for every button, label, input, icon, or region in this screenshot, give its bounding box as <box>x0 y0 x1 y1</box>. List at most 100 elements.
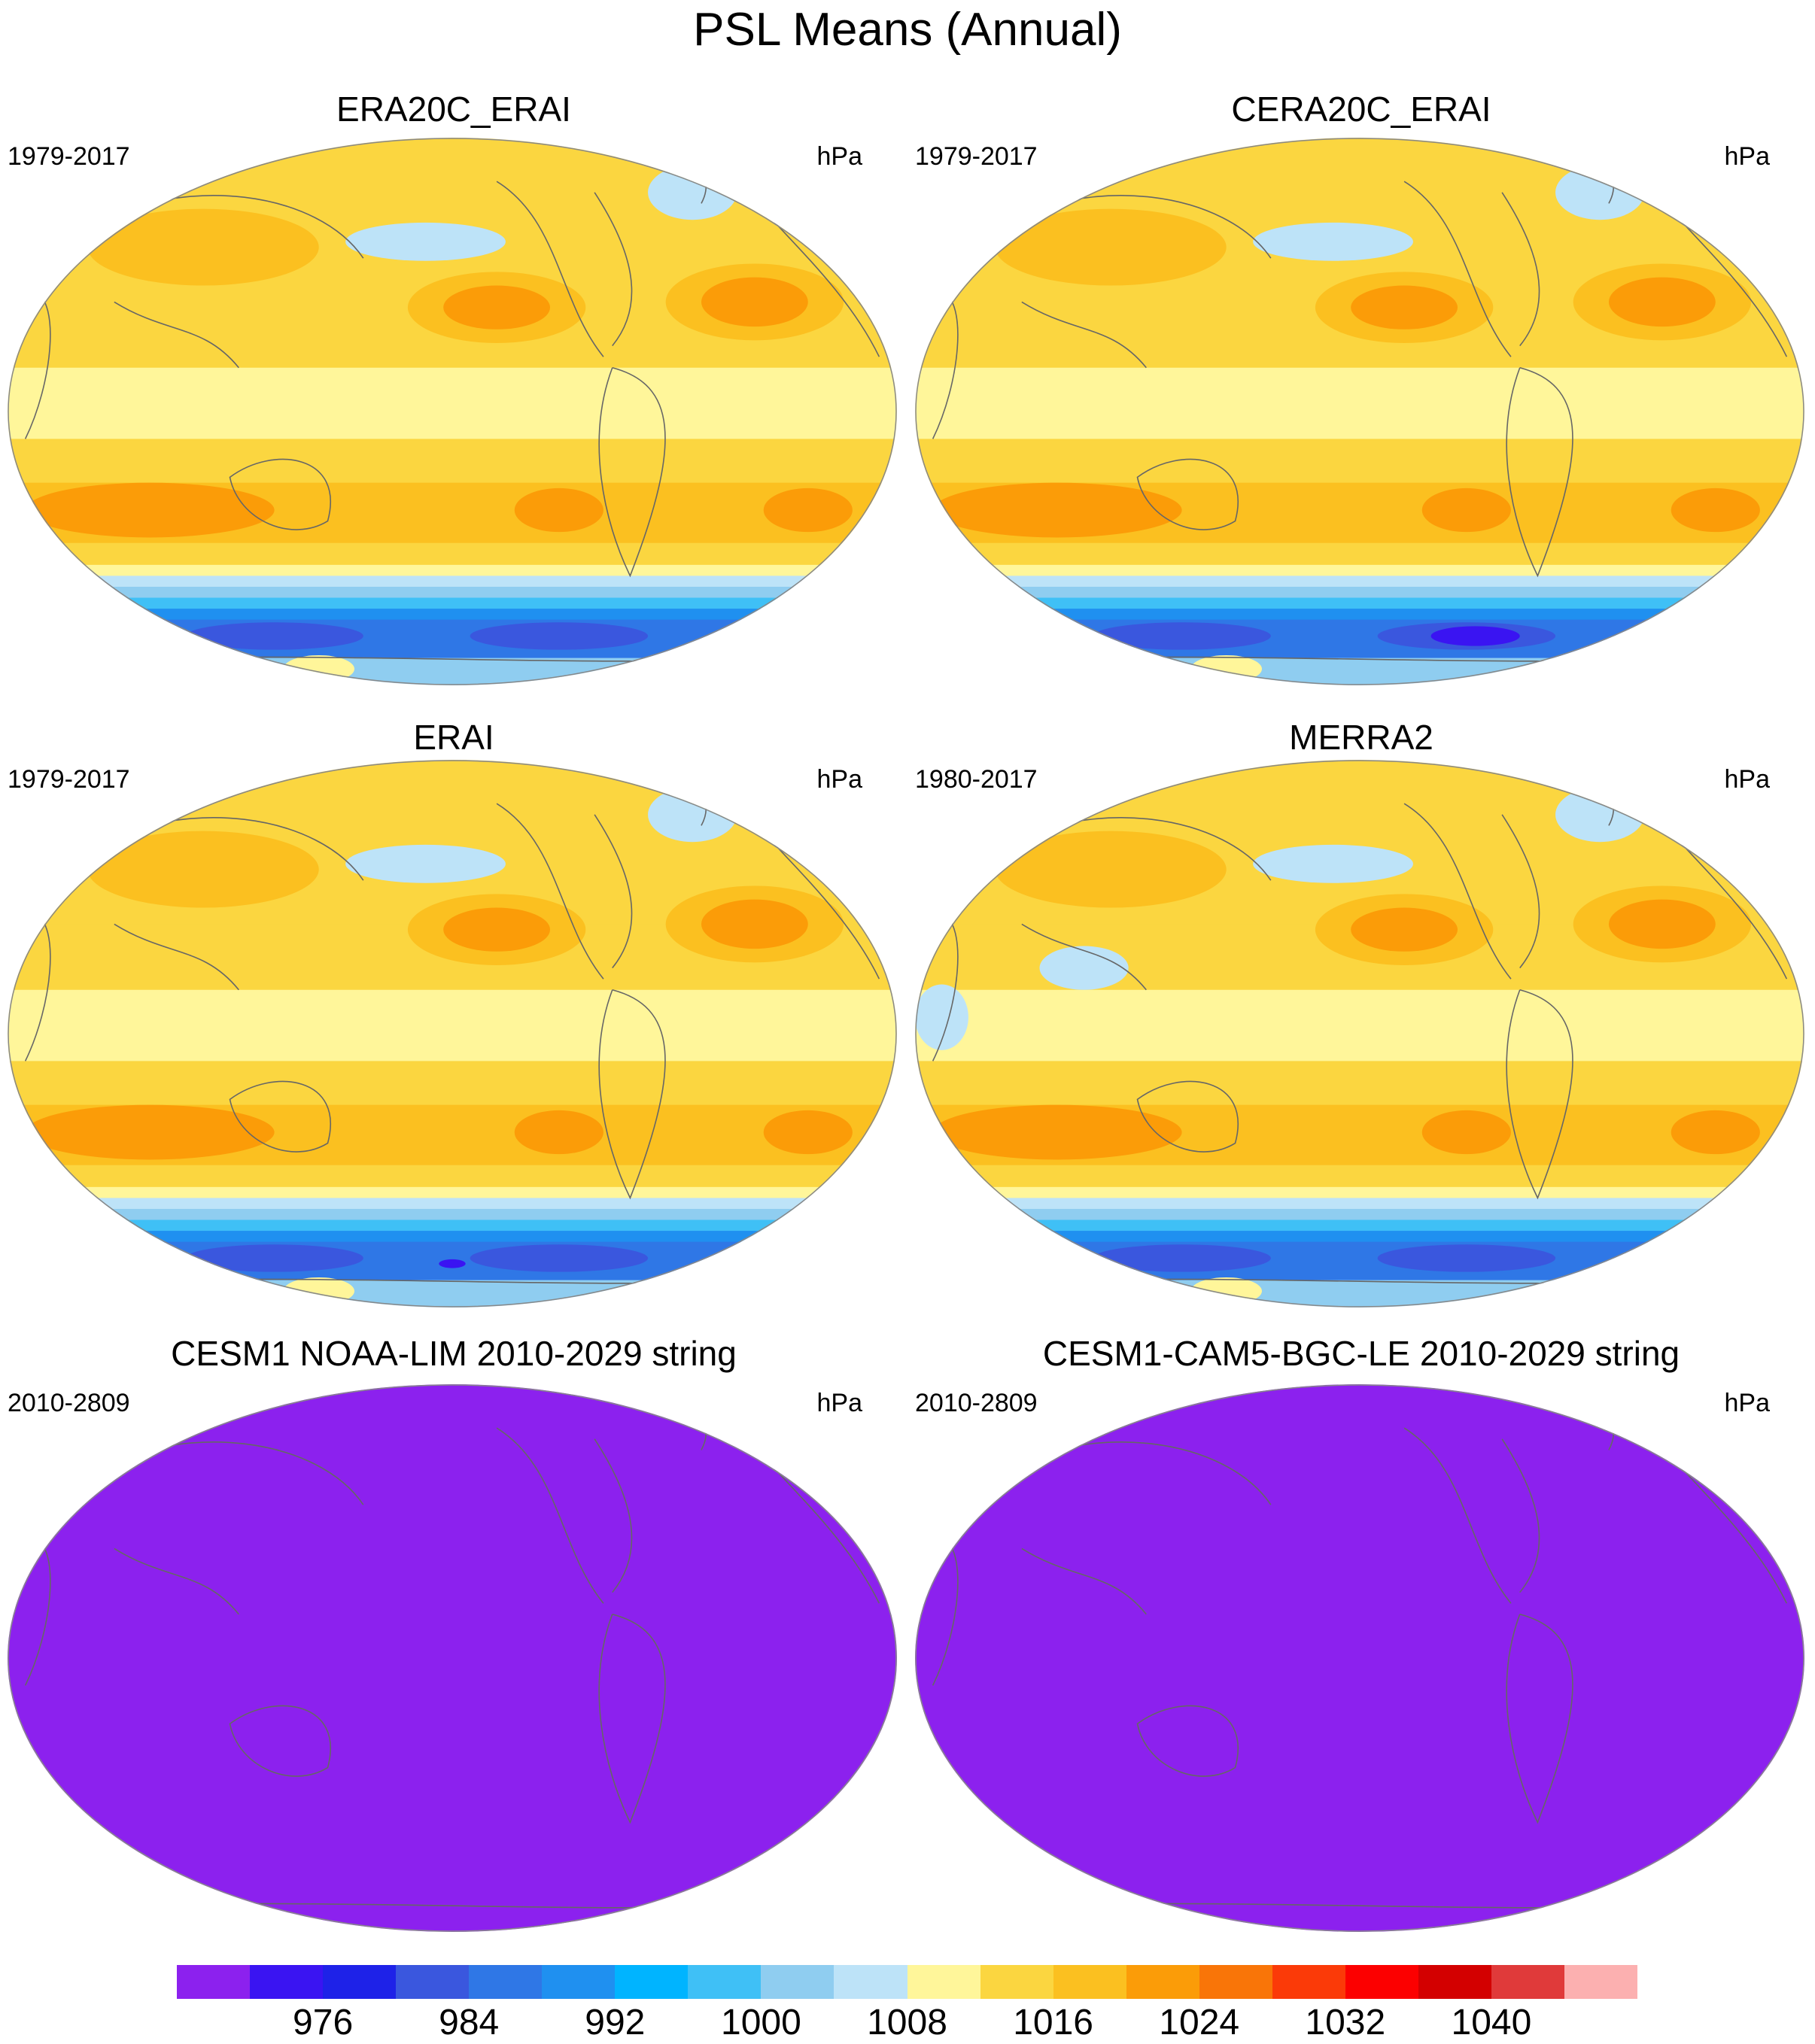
deep-low <box>1430 626 1520 646</box>
period-label: 1979-2017 <box>915 142 1038 171</box>
coastline <box>771 841 880 979</box>
coastline <box>594 1438 633 1593</box>
pressure-cell <box>995 208 1227 286</box>
pressure-cell <box>1421 487 1511 533</box>
colorbar-tick-label: 1040 <box>1451 2003 1532 2042</box>
coastline <box>598 1613 666 1824</box>
colorbar-box <box>1126 1965 1200 1999</box>
coastline <box>229 458 332 530</box>
colorbar-box <box>542 1965 616 1999</box>
pressure-cell <box>345 844 506 883</box>
colorbar-tick-label: 1032 <box>1305 2003 1386 2042</box>
map-border <box>915 1384 1804 1932</box>
coastline <box>1679 1465 1788 1604</box>
coastline <box>1679 219 1788 357</box>
map-border <box>8 138 897 685</box>
map-panel: MERRA2 1980-2017 hPa <box>908 0 1815 1956</box>
latitude-band <box>8 439 897 484</box>
pressure-cell <box>1351 285 1458 330</box>
coastline <box>229 1080 332 1153</box>
units-label: hPa <box>1724 765 1771 794</box>
colorbar-tick-label: 984 <box>439 2003 500 2042</box>
panel-title: CERA20C_ERAI <box>1231 90 1491 129</box>
coastline <box>771 1465 880 1604</box>
figure-title: PSL Means (Annual) <box>693 4 1122 56</box>
coastline <box>1136 1705 1239 1777</box>
colorbar-box <box>980 1965 1054 1999</box>
pressure-cell <box>345 222 506 261</box>
monsoon-low <box>915 984 968 1050</box>
latitude-band <box>915 1231 1804 1243</box>
latitude-band <box>8 1061 897 1106</box>
latitude-band <box>8 989 897 1062</box>
colorbar: 976 984 992 1000 1008 1016 1024 1032 1040 <box>177 1965 1638 2044</box>
deep-low <box>439 1259 466 1268</box>
latitude-band <box>8 586 897 599</box>
latitude-band <box>8 576 897 588</box>
pressure-cell <box>514 487 603 533</box>
colorbar-tick-label: 1000 <box>721 2003 801 2042</box>
latitude-band <box>8 1198 897 1210</box>
coastline <box>114 1547 239 1615</box>
pressure-cell <box>1608 277 1716 327</box>
colorbar-box <box>1272 1965 1346 1999</box>
latitude-band <box>915 1061 1804 1106</box>
colorbar-box <box>615 1965 689 1999</box>
robinson-map <box>8 760 897 1307</box>
colorbar-box <box>1199 1965 1273 1999</box>
coastline <box>1021 301 1147 369</box>
coastline <box>1501 192 1540 347</box>
panel-title: ERAI <box>413 718 494 757</box>
period-label: 2010-2809 <box>915 1389 1038 1417</box>
coastline <box>1501 814 1540 969</box>
coastline <box>1506 1613 1573 1824</box>
coastline <box>1136 458 1239 530</box>
latitude-band <box>8 564 897 577</box>
coastline <box>771 219 880 357</box>
field-fill <box>915 1384 1804 1932</box>
pressure-cell <box>763 1110 853 1155</box>
colorbar-box <box>1418 1965 1492 1999</box>
field-fill <box>8 1384 897 1932</box>
latitude-band <box>8 1219 897 1232</box>
colorbar-box <box>1491 1965 1565 1999</box>
coastline <box>114 301 239 369</box>
coastline <box>594 814 633 969</box>
colorbar-box <box>907 1965 981 1999</box>
pressure-cell <box>443 285 551 330</box>
latitude-band <box>915 1208 1804 1221</box>
latitude-band <box>8 1231 897 1243</box>
pressure-cell <box>185 622 363 650</box>
coastline <box>1403 181 1512 357</box>
latitude-band <box>915 439 1804 484</box>
pressure-cell <box>1253 844 1413 883</box>
latitude-band <box>915 367 1804 440</box>
map-panel: ERA20C_ERAI 1979-2017 hPa <box>0 0 908 1956</box>
map-border <box>8 760 897 1307</box>
panel-title: CESM1 NOAA-LIM 2010-2029 string <box>171 1334 737 1373</box>
map-panel: ERAI 1979-2017 hPa <box>0 0 908 1956</box>
coastline <box>1021 1547 1147 1615</box>
coastline <box>1403 803 1512 979</box>
pressure-cell <box>701 277 808 327</box>
robinson-map <box>915 138 1804 685</box>
coastline <box>114 923 239 991</box>
pressure-cell <box>995 831 1227 908</box>
robinson-map <box>8 1384 897 1932</box>
pressure-cell <box>25 482 275 538</box>
latitude-band <box>915 1198 1804 1210</box>
latitude-band <box>915 1186 1804 1199</box>
map-panel: CESM1 NOAA-LIM 2010-2029 string 2010-2809… <box>0 0 908 1956</box>
pressure-cell <box>1377 1244 1556 1272</box>
latitude-band <box>915 1165 1804 1188</box>
pressure-cell <box>1421 1110 1511 1155</box>
pressure-cell <box>470 1244 649 1272</box>
monsoon-low <box>1039 946 1129 990</box>
latitude-band <box>915 576 1804 588</box>
map-border <box>915 138 1804 685</box>
colorbar-box <box>761 1965 835 1999</box>
units-label: hPa <box>816 1389 863 1417</box>
latitude-band <box>915 597 1804 610</box>
coastline <box>1501 1438 1540 1593</box>
units-label: hPa <box>816 142 863 171</box>
